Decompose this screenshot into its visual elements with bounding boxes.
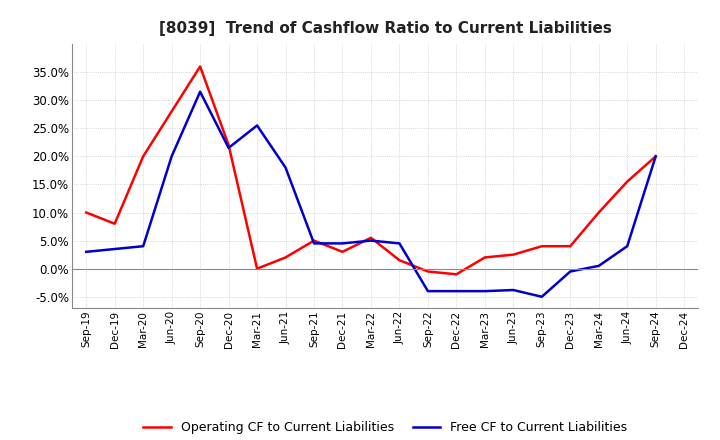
Free CF to Current Liabilities (310, 241, 318, 246)
Free CF to Current Liabilities (338, 241, 347, 246)
Free CF to Current Liabilities (623, 244, 631, 249)
Free CF to Current Liabilities (423, 289, 432, 294)
Operating CF to Current Liabilities (452, 271, 461, 277)
Operating CF to Current Liabilities (423, 269, 432, 274)
Operating CF to Current Liabilities (139, 154, 148, 159)
Free CF to Current Liabilities (452, 289, 461, 294)
Free CF to Current Liabilities (366, 238, 375, 243)
Legend: Operating CF to Current Liabilities, Free CF to Current Liabilities: Operating CF to Current Liabilities, Fre… (138, 416, 632, 439)
Line: Free CF to Current Liabilities: Free CF to Current Liabilities (86, 92, 656, 297)
Operating CF to Current Liabilities (395, 257, 404, 263)
Operating CF to Current Liabilities (623, 179, 631, 184)
Free CF to Current Liabilities (139, 244, 148, 249)
Free CF to Current Liabilities (282, 165, 290, 170)
Free CF to Current Liabilities (537, 294, 546, 299)
Operating CF to Current Liabilities (282, 255, 290, 260)
Free CF to Current Liabilities (595, 263, 603, 268)
Free CF to Current Liabilities (196, 89, 204, 95)
Operating CF to Current Liabilities (366, 235, 375, 240)
Operating CF to Current Liabilities (225, 143, 233, 148)
Operating CF to Current Liabilities (509, 252, 518, 257)
Operating CF to Current Liabilities (110, 221, 119, 227)
Operating CF to Current Liabilities (82, 210, 91, 215)
Line: Operating CF to Current Liabilities: Operating CF to Current Liabilities (86, 66, 656, 274)
Free CF to Current Liabilities (509, 287, 518, 293)
Operating CF to Current Liabilities (196, 64, 204, 69)
Free CF to Current Liabilities (480, 289, 489, 294)
Operating CF to Current Liabilities (167, 109, 176, 114)
Free CF to Current Liabilities (110, 246, 119, 252)
Operating CF to Current Liabilities (480, 255, 489, 260)
Free CF to Current Liabilities (225, 145, 233, 150)
Operating CF to Current Liabilities (338, 249, 347, 254)
Free CF to Current Liabilities (167, 154, 176, 159)
Operating CF to Current Liabilities (595, 210, 603, 215)
Operating CF to Current Liabilities (652, 154, 660, 159)
Free CF to Current Liabilities (82, 249, 91, 254)
Free CF to Current Liabilities (395, 241, 404, 246)
Free CF to Current Liabilities (652, 154, 660, 159)
Operating CF to Current Liabilities (537, 244, 546, 249)
Title: [8039]  Trend of Cashflow Ratio to Current Liabilities: [8039] Trend of Cashflow Ratio to Curren… (159, 21, 611, 36)
Operating CF to Current Liabilities (566, 244, 575, 249)
Operating CF to Current Liabilities (310, 238, 318, 243)
Free CF to Current Liabilities (253, 123, 261, 128)
Operating CF to Current Liabilities (253, 266, 261, 271)
Free CF to Current Liabilities (566, 269, 575, 274)
